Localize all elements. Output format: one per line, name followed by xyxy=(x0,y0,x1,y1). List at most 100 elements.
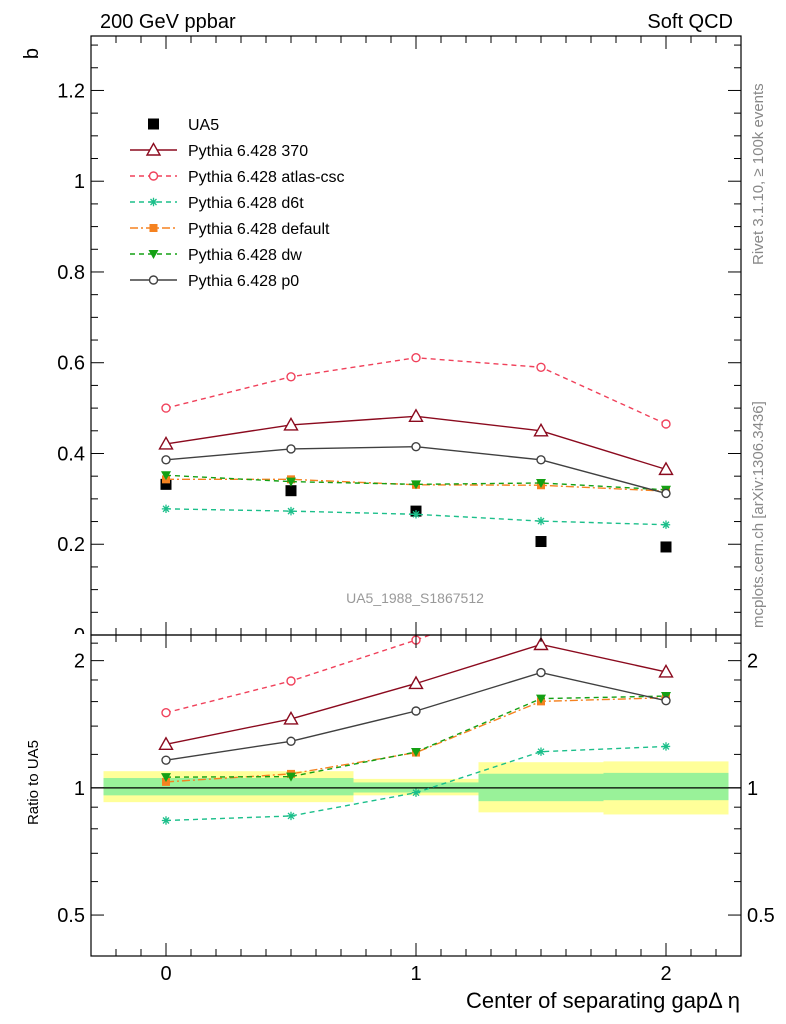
legend-entry: Pythia 6.428 370 xyxy=(130,142,308,160)
x-tick-label: 1 xyxy=(410,963,421,985)
legend-marker xyxy=(145,142,162,156)
legend-marker xyxy=(149,224,158,232)
legend-label: Pythia 6.428 370 xyxy=(188,143,308,160)
uncertainty-band-inner xyxy=(603,772,729,801)
main-data-point xyxy=(536,362,546,372)
ratio-series-pythia-6-428-p0 xyxy=(161,667,671,765)
y-tick-label: 2 xyxy=(74,651,85,673)
header-right: Soft QCD xyxy=(647,11,733,33)
ratio-data-point xyxy=(411,788,421,797)
main-series-pythia-6-428-dw xyxy=(161,471,671,495)
rivet-label: Rivet 3.1.10, ≥ 100k events xyxy=(750,83,767,265)
main-data-point xyxy=(535,536,547,548)
legend-marker xyxy=(148,275,159,285)
y-tick-label: 0.6 xyxy=(57,353,85,375)
main-data-point xyxy=(160,478,172,490)
ratio-series-pythia-6-428-370 xyxy=(158,636,674,750)
legend-label: Pythia 6.428 dw xyxy=(188,247,302,264)
ratio-data-point xyxy=(283,710,299,725)
ratio-data-point xyxy=(286,811,296,821)
main-series-line xyxy=(165,508,667,526)
legend-entry: Pythia 6.428 atlas-csc xyxy=(130,169,345,186)
header-left: 200 GeV ppbar xyxy=(100,11,236,33)
ratio-panel: 0 1 2 0.5 0.5 1 1 2 2 xyxy=(57,591,775,985)
legend-entry: Pythia 6.428 dw xyxy=(130,247,302,264)
y-tick-label: 1 xyxy=(74,171,85,193)
main-data-point xyxy=(661,419,671,429)
main-data-point xyxy=(408,408,424,422)
legend-marker xyxy=(148,171,159,181)
y-tick-label: 1 xyxy=(74,778,85,800)
main-data-point xyxy=(286,372,296,382)
ratio-data-point xyxy=(408,675,424,690)
main-data-point xyxy=(658,461,674,476)
y-tick-label: 0.2 xyxy=(57,534,85,556)
y-tick-label: 0.8 xyxy=(57,262,85,284)
legend-entry: Pythia 6.428 d6t xyxy=(130,195,304,212)
ratio-data-point xyxy=(286,736,296,746)
main-series-pythia-6-428-atlas-csc xyxy=(161,353,671,429)
legend-marker xyxy=(149,197,158,207)
main-series-pythia-6-428-d6t xyxy=(161,504,671,529)
main-data-point xyxy=(536,516,546,526)
y-tick-label: 0 xyxy=(74,625,85,647)
legend-label: Pythia 6.428 p0 xyxy=(188,273,299,290)
ratio-data-point xyxy=(658,663,674,678)
y-tick-label: 1.2 xyxy=(57,80,85,102)
main-data-point xyxy=(411,353,421,363)
ratio-data-point xyxy=(537,591,545,599)
legend-label: Pythia 6.428 atlas-csc xyxy=(188,169,345,186)
main-series-line xyxy=(165,474,667,491)
main-data-point xyxy=(661,520,671,529)
ratio-data-point xyxy=(161,755,171,765)
ratio-data-point xyxy=(158,736,174,750)
main-data-point xyxy=(660,541,672,553)
main-data-point xyxy=(536,478,546,488)
ratio-series-pythia-6-428-d6t xyxy=(161,742,671,825)
ratio-data-point xyxy=(661,742,671,751)
main-data-point xyxy=(411,480,421,490)
y-tick-label-right: 0.5 xyxy=(747,905,775,927)
ratio-data-point xyxy=(411,747,421,757)
main-series-pythia-6-428-370 xyxy=(158,408,674,476)
main-data-point xyxy=(158,436,174,450)
legend-marker xyxy=(148,250,159,259)
legend-entry: Pythia 6.428 default xyxy=(130,221,330,238)
ratio-data-point xyxy=(161,708,171,718)
main-data-point xyxy=(285,485,297,497)
main-data-point xyxy=(286,444,296,454)
ratio-data-point xyxy=(286,676,296,686)
main-data-point xyxy=(161,471,171,481)
watermark: UA5_1988_S1867512 xyxy=(346,590,484,606)
ratio-data-point xyxy=(411,706,421,716)
ratio-data-point xyxy=(161,773,171,783)
ratio-data-point xyxy=(536,747,546,756)
main-data-point xyxy=(533,422,549,437)
legend-label: Pythia 6.428 d6t xyxy=(188,195,304,212)
main-panel: 0.2 0.4 0.6 0.8 1 1.2 0 UA5 Pythia 6.428 370 Pyth… xyxy=(57,35,742,647)
y-tick-label-right: 1 xyxy=(747,778,758,800)
x-tick-label: 2 xyxy=(660,963,671,985)
y-tick-label: 0.4 xyxy=(57,443,85,465)
legend-label: Pythia 6.428 default xyxy=(188,221,330,238)
ratio-data-point xyxy=(286,772,296,782)
ratio-y-axis-label: Ratio to UA5 xyxy=(25,740,42,825)
x-axis-label: Center of separating gapΔ η xyxy=(466,988,740,1013)
main-data-point xyxy=(283,416,299,431)
main-data-point xyxy=(411,510,421,519)
legend-label: UA5 xyxy=(188,117,219,134)
ratio-data-point xyxy=(533,636,549,651)
main-data-point xyxy=(536,455,546,465)
x-tick-label: 0 xyxy=(160,963,171,985)
main-data-point xyxy=(286,477,296,487)
main-data-point xyxy=(161,504,171,514)
legend-marker xyxy=(148,118,159,130)
main-data-point xyxy=(661,488,671,499)
main-data-point xyxy=(161,455,171,465)
annotations: 200 GeV ppbar Soft QCD b Rivet 3.1.10, ≥… xyxy=(21,11,767,1013)
mcplots-label: mcplots.cern.ch [arXiv:1306.3436] xyxy=(750,401,767,628)
y-tick-label-right: 2 xyxy=(747,651,758,673)
ratio-series-line xyxy=(165,635,432,714)
ratio-data-point xyxy=(536,667,546,678)
